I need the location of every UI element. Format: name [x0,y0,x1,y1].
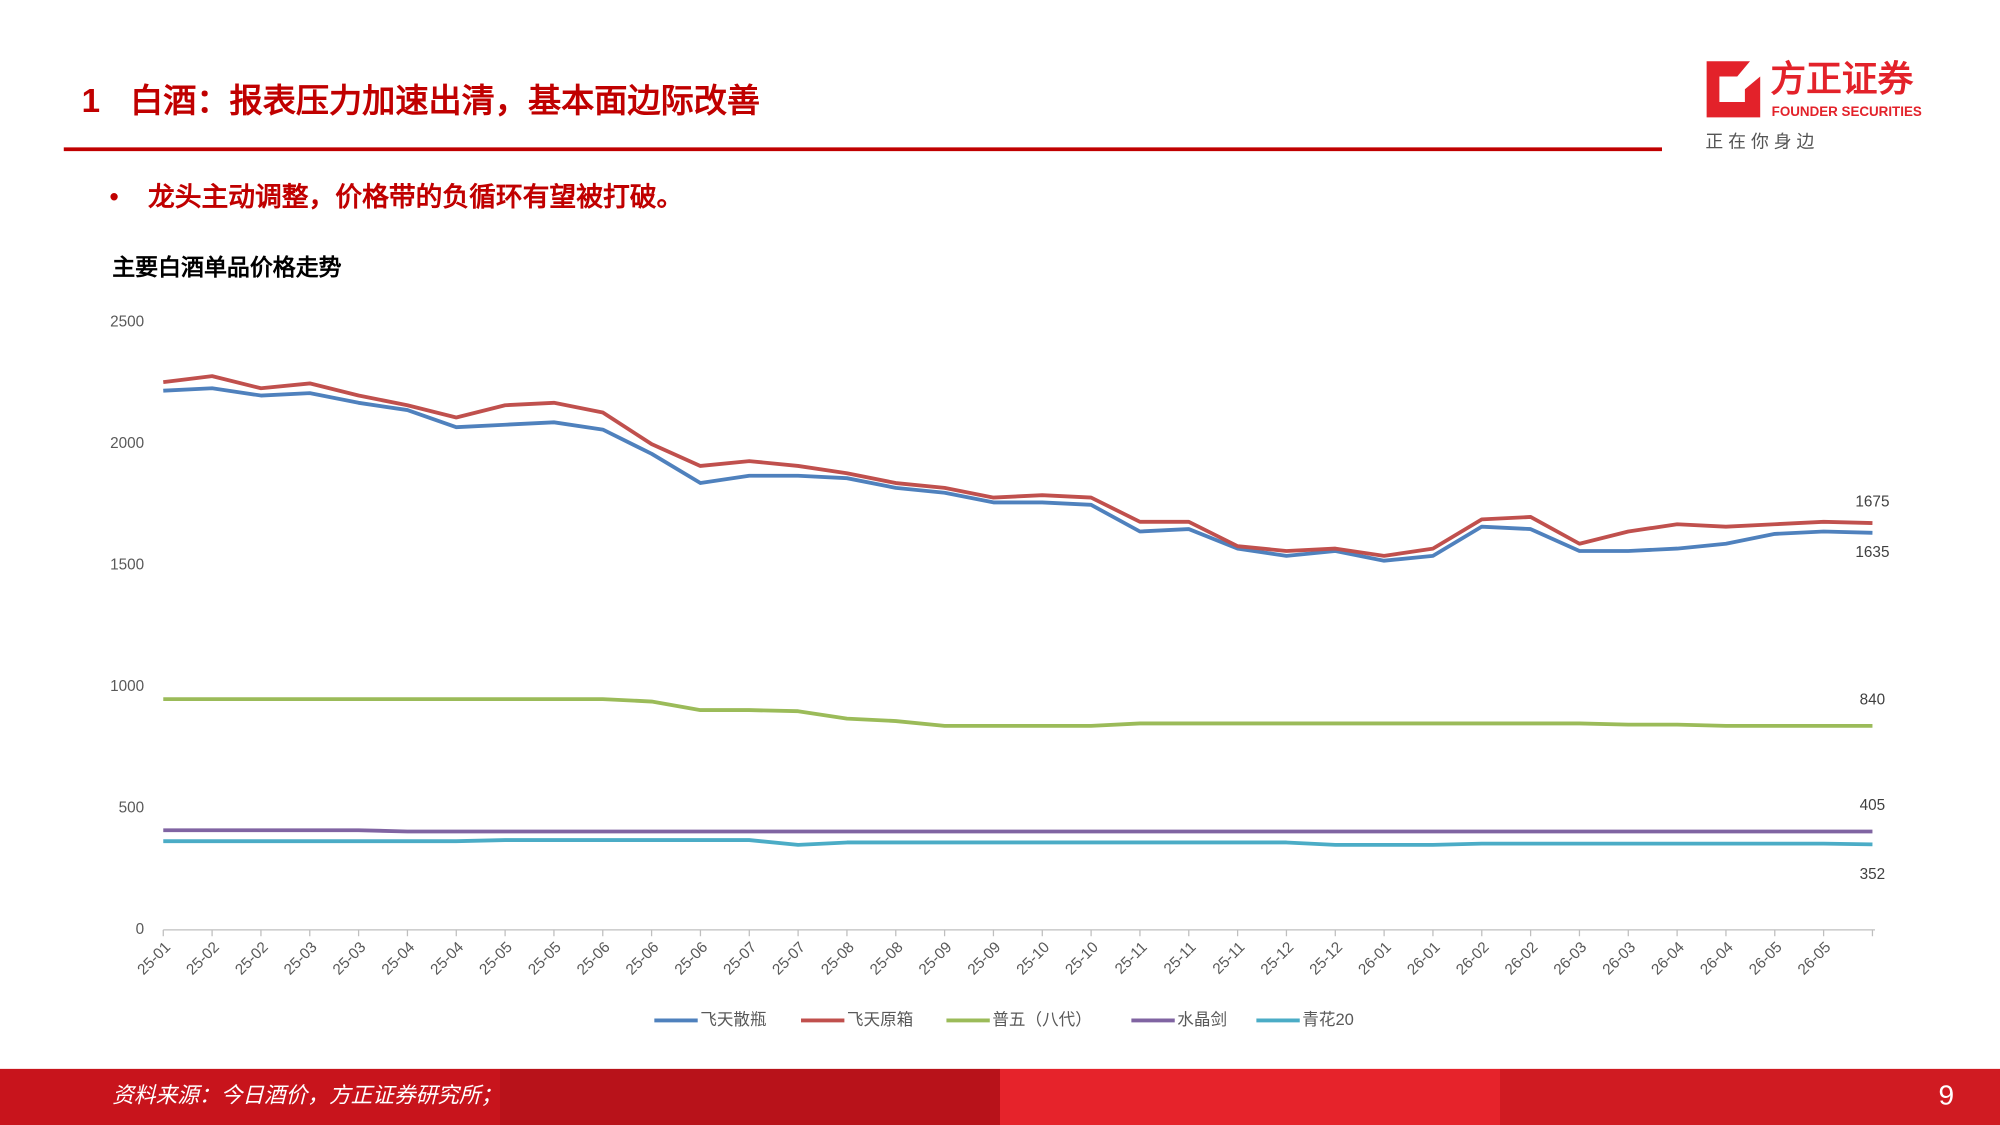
x-tick-label: 25-11 [1161,939,1200,978]
y-tick-label: 1000 [110,678,144,695]
x-tick-label: 26-02 [1502,939,1542,979]
x-tick-label: 25-06 [672,939,712,979]
page-number: 9 [1938,1079,1954,1110]
data-label: 405 [1860,797,1886,814]
legend-label: 青花20 [1302,1010,1354,1029]
x-tick-label: 25-05 [525,939,565,979]
logo-name: 方正证券 [1770,59,1913,99]
x-tick-label: 25-01 [134,939,174,979]
x-tick-label: 25-03 [281,939,321,979]
source-note: 资料来源：今日酒价，方正证券研究所； [112,1083,502,1108]
footer: 资料来源：今日酒价，方正证券研究所； 9 [0,1068,2000,1125]
logo-en: FOUNDER SECURITIES [1772,104,1922,119]
logo: 方正证券 FOUNDER SECURITIES 正 在 你 身 边 [1705,59,1922,152]
x-tick-label: 26-05 [1795,939,1835,979]
legend-label: 水晶剑 [1177,1010,1227,1029]
x-tick-label: 26-01 [1404,939,1444,979]
series-line [163,386,1873,563]
x-tick-label: 25-08 [867,939,907,979]
x-tick-label: 25-05 [476,939,516,979]
x-tick-label: 26-04 [1648,938,1688,978]
x-tick-label: 25-11 [1112,939,1151,978]
series-line [163,828,1873,834]
legend-label: 普五（八代） [992,1010,1091,1029]
footer-band [500,1068,1000,1125]
y-tick-label: 0 [136,921,145,938]
y-tick-label: 500 [119,799,145,816]
x-tick-label: 25-08 [818,939,858,979]
y-tick-label: 2000 [110,435,144,452]
logo-mark [1706,61,1761,118]
x-tick-label: 25-07 [769,939,809,979]
data-label: 1675 [1855,494,1889,511]
x-tick-label: 25-10 [1013,939,1053,979]
x-tick-label: 26-05 [1746,939,1786,979]
x-tick-label: 25-07 [720,939,760,979]
bullet-dot: • [110,184,119,212]
y-tick-label: 2500 [110,314,144,331]
x-tick-label: 25-12 [1306,939,1346,979]
data-label: 1635 [1855,544,1889,561]
x-tick-label: 25-04 [427,938,467,978]
bullet-text: 龙头主动调整，价格带的负循环有望被打破。 [148,181,683,212]
series-line [163,697,1873,728]
footer-band [1000,1068,1500,1125]
data-label: 352 [1860,866,1886,883]
x-tick-label: 26-01 [1355,939,1395,979]
x-tick-label: 25-06 [574,939,614,979]
x-tick-label: 26-02 [1453,939,1493,979]
x-tick-label: 25-11 [1210,939,1249,978]
x-tick-label: 26-04 [1697,938,1737,978]
x-tick-label: 26-03 [1551,939,1591,979]
section-number: 1 [82,83,100,120]
chart-title: 主要白酒单品价格走势 [112,254,341,280]
series-line [163,374,1873,558]
y-tick-label: 1500 [110,557,144,574]
legend-label: 飞天散瓶 [700,1010,766,1029]
x-tick-label: 25-02 [232,939,272,979]
footer-band [0,1068,500,1125]
series-line [163,838,1873,847]
x-tick-label: 25-09 [965,939,1005,979]
x-tick-label: 25-06 [623,939,663,979]
x-tick-label: 25-02 [183,939,223,979]
slide-title: 白酒：报表压力加速出清，基本面边际改善 [130,83,760,120]
x-tick-label: 25-12 [1258,939,1298,979]
x-tick-label: 25-09 [916,939,956,979]
footer-band [1500,1068,2000,1125]
legend-label: 飞天原箱 [847,1010,913,1029]
x-tick-label: 25-03 [330,939,370,979]
data-label: 840 [1860,691,1886,708]
x-tick-label: 25-10 [1062,939,1102,979]
x-tick-label: 25-04 [379,938,419,978]
slogan: 正 在 你 身 边 [1705,132,1814,152]
x-tick-label: 26-03 [1599,939,1639,979]
